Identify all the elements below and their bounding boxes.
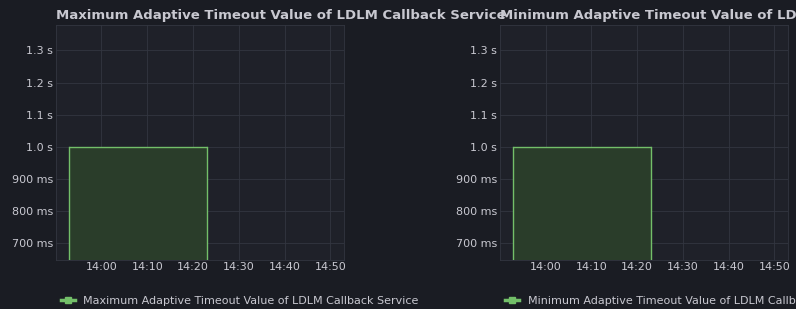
Text: Maximum Adaptive Timeout Value of LDLM Callback Service: Maximum Adaptive Timeout Value of LDLM C… xyxy=(56,9,505,22)
Text: Minimum Adaptive Timeout Value of LDLM Callback Service: Minimum Adaptive Timeout Value of LDLM C… xyxy=(500,9,796,22)
Legend: Maximum Adaptive Timeout Value of LDLM Callback Service: Maximum Adaptive Timeout Value of LDLM C… xyxy=(61,295,419,306)
Legend: Minimum Adaptive Timeout Value of LDLM Callback Service: Minimum Adaptive Timeout Value of LDLM C… xyxy=(505,295,796,306)
